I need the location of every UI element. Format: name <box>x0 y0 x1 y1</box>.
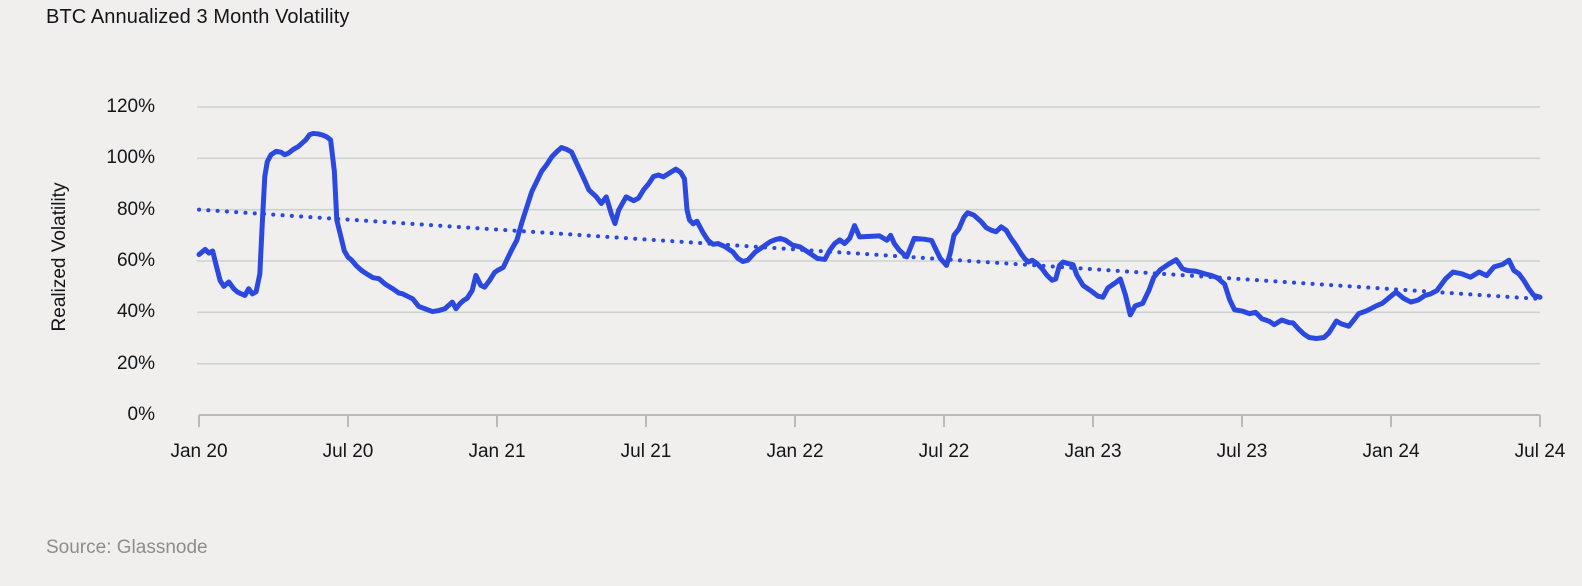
x-axis <box>198 414 1541 427</box>
x-tick-label: Jul 20 <box>322 441 374 462</box>
y-tick-label: 100% <box>106 147 155 169</box>
trend-dotted-line <box>197 207 1542 301</box>
x-tick-label: Jan 23 <box>1064 441 1122 462</box>
chart-title: BTC Annualized 3 Month Volatility <box>46 6 350 28</box>
x-tick-label: Jul 23 <box>1216 441 1268 462</box>
x-tick-label: Jan 20 <box>170 441 228 462</box>
volatility-line <box>196 130 1543 342</box>
y-tick-label: 0% <box>127 404 155 425</box>
x-tick-label: Jul 21 <box>620 441 672 462</box>
y-tick-label: 20% <box>116 352 155 374</box>
x-tick-label: Jan 21 <box>468 441 526 462</box>
y-tick-label: 60% <box>116 250 155 271</box>
y-tick-label: 80% <box>116 198 155 220</box>
y-tick-label: 40% <box>116 301 155 323</box>
y-tick-label: 120% <box>106 96 155 117</box>
x-tick-label: Jan 24 <box>1362 441 1420 462</box>
x-tick-label: Jan 22 <box>766 441 824 462</box>
x-tick-label: Jul 22 <box>918 441 970 462</box>
source-caption: Source: Glassnode <box>46 537 208 558</box>
x-tick-label: Jul 24 <box>1514 441 1566 462</box>
gridlines <box>197 106 1540 365</box>
